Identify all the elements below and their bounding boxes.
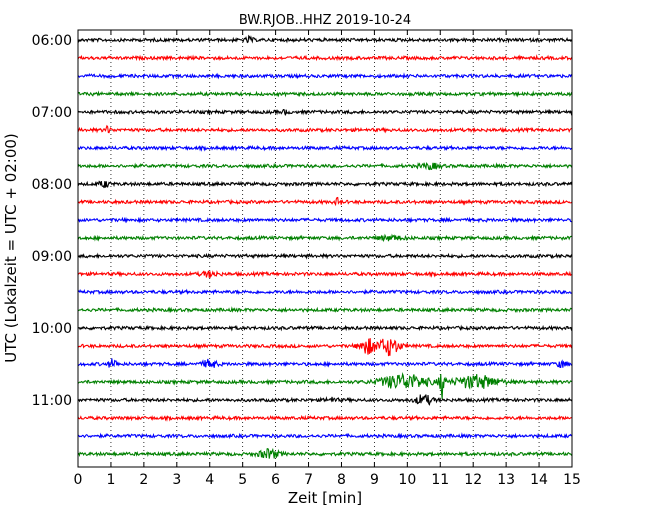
trace-1030 xyxy=(77,358,573,369)
trace-0630 xyxy=(77,72,573,80)
trace-1145 xyxy=(77,447,573,459)
y-tick-label-0900: 09:00 xyxy=(32,249,72,265)
x-tick-label-6: 6 xyxy=(271,472,280,488)
x-tick-label-5: 5 xyxy=(238,472,247,488)
x-tick-label-1: 1 xyxy=(106,472,115,488)
trace-0600 xyxy=(77,34,573,44)
trace-0645 xyxy=(77,90,573,98)
x-tick-label-8: 8 xyxy=(337,472,346,488)
axis-ticks: 0 1 2 3 4 5 6 7 8 9 10 11 12 13 14 1506:0007:0008:0009:… xyxy=(32,30,581,488)
x-tick-label-9: 9 xyxy=(370,472,379,488)
vertical-gridlines xyxy=(110,30,540,467)
plot-frame xyxy=(77,29,573,468)
trace-0745 xyxy=(77,161,573,171)
seismogram-traces xyxy=(77,34,573,459)
y-tick-label-1100: 11:00 xyxy=(32,393,72,409)
trace-1100 xyxy=(77,394,573,406)
trace-0930 xyxy=(77,288,573,296)
y-tick-label-0700: 07:00 xyxy=(32,105,72,121)
x-tick-label-2: 2 xyxy=(139,472,148,488)
x-tick-label-14: 14 xyxy=(530,472,548,488)
trace-0945 xyxy=(77,306,573,314)
trace-0845 xyxy=(77,233,573,243)
x-tick-label-10: 10 xyxy=(398,472,416,488)
trace-1045 xyxy=(77,371,573,399)
trace-0915 xyxy=(77,270,573,279)
x-tick-label-12: 12 xyxy=(464,472,482,488)
x-tick-label-0: 0 xyxy=(74,472,83,488)
y-tick-label-1000: 10:00 xyxy=(32,321,72,337)
y-tick-label-0600: 06:00 xyxy=(32,33,72,49)
x-tick-label-3: 3 xyxy=(172,472,181,488)
trace-0715 xyxy=(77,124,573,134)
x-tick-label-7: 7 xyxy=(304,472,313,488)
trace-0815 xyxy=(77,196,573,207)
chart-title: BW.RJOB..HHZ 2019-10-24 xyxy=(239,13,411,28)
trace-0800 xyxy=(77,180,573,189)
trace-1130 xyxy=(77,432,573,440)
y-axis-label: UTC (Lokalzeit = UTC + 02:00) xyxy=(2,133,20,363)
trace-0900 xyxy=(77,252,573,260)
x-tick-label-11: 11 xyxy=(431,472,449,488)
x-tick-label-4: 4 xyxy=(205,472,214,488)
trace-1000 xyxy=(77,324,573,332)
trace-0700 xyxy=(77,108,573,116)
x-axis-label: Zeit [min] xyxy=(288,489,362,507)
trace-0830 xyxy=(77,216,573,224)
trace-0730 xyxy=(77,144,573,152)
trace-1015 xyxy=(77,338,573,357)
trace-0615 xyxy=(77,54,573,62)
y-tick-label-0800: 08:00 xyxy=(32,177,72,193)
x-tick-label-13: 13 xyxy=(497,472,515,488)
x-tick-label-15: 15 xyxy=(563,472,581,488)
trace-1115 xyxy=(77,414,573,422)
